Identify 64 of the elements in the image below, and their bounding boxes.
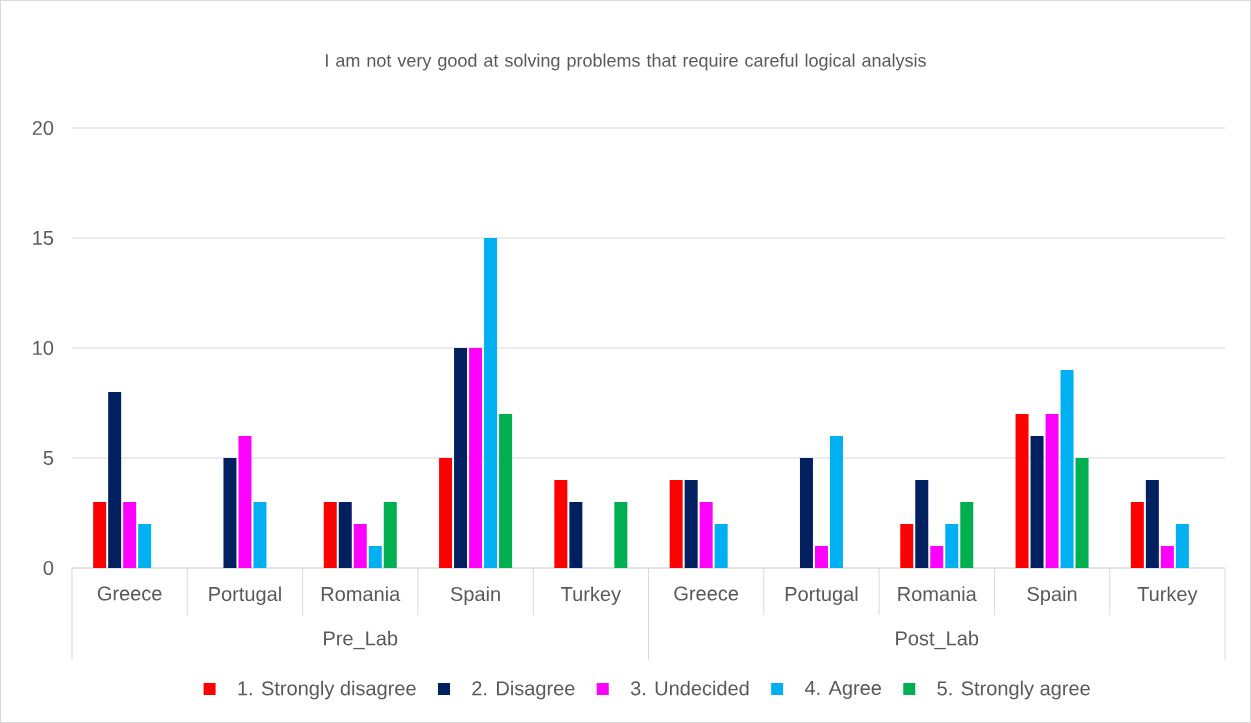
x-tick-label: Greece bbox=[97, 586, 162, 601]
x-tick-label: Spain bbox=[450, 586, 500, 606]
bar bbox=[454, 347, 468, 568]
bar bbox=[338, 501, 352, 568]
bar bbox=[1015, 413, 1029, 568]
bar bbox=[945, 523, 959, 568]
bar bbox=[960, 501, 974, 568]
bar bbox=[1145, 479, 1159, 568]
bar bbox=[900, 523, 914, 568]
bar bbox=[699, 501, 713, 568]
bar bbox=[93, 501, 107, 568]
bar bbox=[1060, 369, 1074, 568]
x-tick-label: Turkey bbox=[1137, 586, 1198, 606]
bar bbox=[569, 501, 583, 568]
bar bbox=[1175, 523, 1189, 568]
bar bbox=[684, 479, 698, 568]
y-tick-label: 10 bbox=[33, 340, 54, 356]
y-tick-label: 15 bbox=[33, 231, 54, 245]
bar bbox=[323, 501, 337, 568]
legend-label: 4. Agree bbox=[804, 681, 882, 699]
bar bbox=[714, 523, 728, 568]
bar bbox=[383, 501, 397, 568]
x-tick-label: Romania bbox=[898, 586, 977, 602]
y-tick-label: 5 bbox=[43, 451, 54, 465]
legend-label: 3. Undecided bbox=[630, 680, 749, 696]
text: Post_Lab bbox=[896, 630, 979, 650]
bar bbox=[439, 457, 453, 568]
y-tick-label: 20 bbox=[32, 120, 54, 136]
bar bbox=[253, 501, 267, 568]
text: Pre_Lab bbox=[324, 630, 398, 650]
bar bbox=[1130, 501, 1144, 568]
x-tick-label: Romania bbox=[321, 586, 401, 602]
x-tick-label: Spain bbox=[1027, 586, 1077, 606]
chart-title: I am not very good at solving problems that require careful logical analysis bbox=[326, 53, 926, 71]
bar bbox=[554, 479, 568, 568]
bar bbox=[484, 237, 498, 568]
x-tick-label: Greece bbox=[674, 586, 739, 601]
bar bbox=[614, 501, 628, 568]
bar bbox=[123, 501, 137, 568]
bar bbox=[138, 523, 152, 568]
bar bbox=[368, 545, 382, 568]
bar bbox=[238, 435, 252, 568]
legend-label: 2. Disagree bbox=[472, 680, 575, 700]
legend-label: 1. Strongly disagree bbox=[238, 680, 416, 700]
bar bbox=[1045, 413, 1059, 568]
bar bbox=[1075, 457, 1089, 568]
bar bbox=[223, 457, 237, 568]
bar bbox=[469, 347, 483, 568]
x-tick-label: Portugal bbox=[209, 586, 281, 606]
bar bbox=[353, 523, 367, 568]
bar bbox=[930, 545, 944, 568]
bar bbox=[108, 391, 122, 568]
x-tick-label: Portugal bbox=[785, 586, 858, 606]
bar bbox=[1160, 545, 1174, 568]
bar bbox=[829, 435, 843, 568]
bar bbox=[915, 479, 929, 568]
bar bbox=[1030, 435, 1044, 568]
legend-label: 5. Strongly agree bbox=[937, 680, 1090, 700]
bar bbox=[499, 413, 513, 568]
bar bbox=[799, 457, 813, 568]
bar bbox=[814, 545, 828, 568]
x-tick-label: Turkey bbox=[561, 586, 621, 606]
bar bbox=[669, 479, 683, 568]
y-tick-label: 0 bbox=[43, 560, 54, 576]
